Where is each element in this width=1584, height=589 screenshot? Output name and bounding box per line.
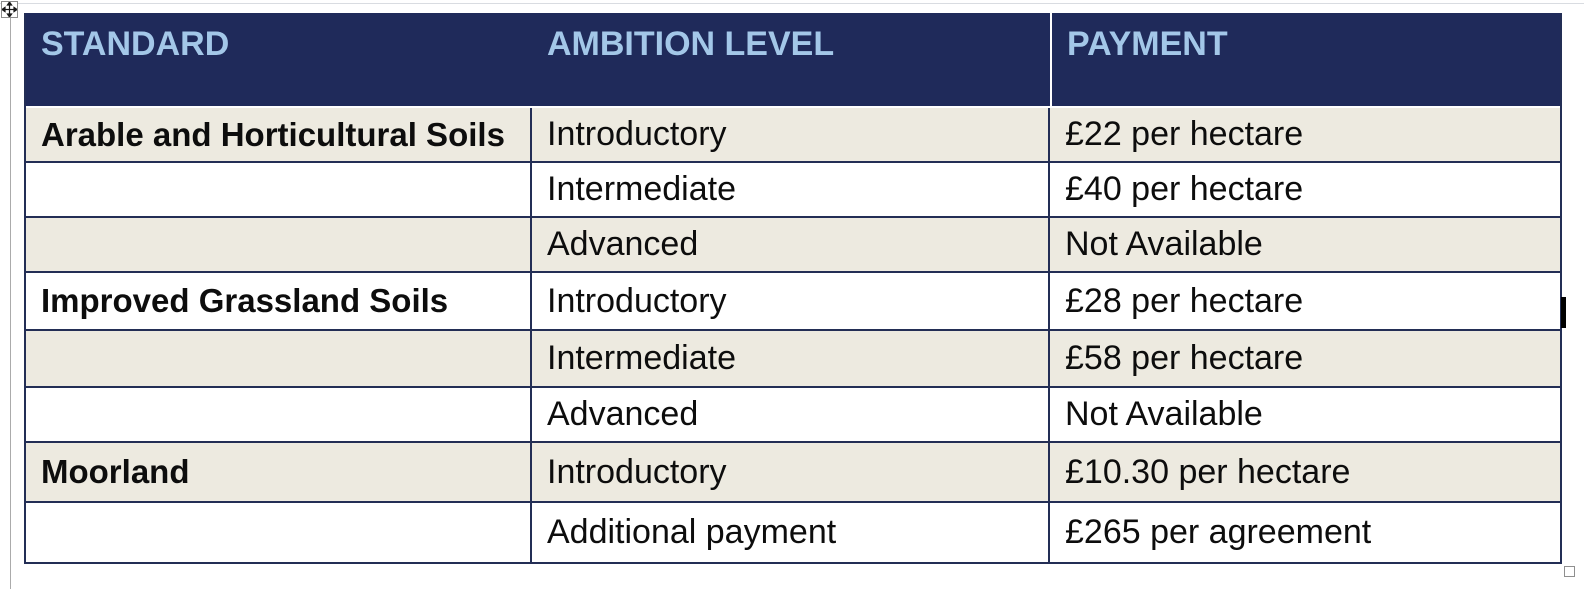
table-row: Moorland Introductory £10.30 per hectare	[26, 443, 1560, 503]
table-row: Intermediate £58 per hectare	[26, 331, 1560, 388]
payment-cell[interactable]: £10.30 per hectare	[1065, 452, 1351, 491]
standard-cell[interactable]	[26, 388, 532, 441]
move-cross-icon	[2, 2, 17, 17]
ambition-cell[interactable]: Introductory	[532, 108, 1050, 161]
standard-cell[interactable]: Arable and Horticultural Soils	[26, 108, 532, 161]
table-header-row: STANDARD AMBITION LEVEL PAYMENT	[26, 13, 1560, 108]
table-row: Advanced Not Available	[26, 218, 1560, 273]
ambition-cell[interactable]: Introductory	[532, 273, 1050, 329]
table-row: Intermediate £40 per hectare	[26, 163, 1560, 218]
payment-cell[interactable]: £58 per hectare	[1065, 339, 1304, 377]
payment-cell[interactable]: £40 per hectare	[1065, 170, 1304, 208]
header-standard[interactable]: STANDARD	[41, 25, 230, 63]
standard-cell[interactable]: Improved Grassland Soils	[26, 273, 532, 329]
table-row: Advanced Not Available	[26, 388, 1560, 443]
ambition-cell[interactable]: Introductory	[532, 443, 1050, 501]
standard-cell[interactable]	[26, 331, 532, 386]
standard-cell[interactable]	[26, 163, 532, 216]
table-row: Improved Grassland Soils Introductory £2…	[26, 273, 1560, 331]
standard-cell[interactable]	[26, 218, 532, 271]
standard-cell[interactable]	[26, 503, 532, 562]
payment-cell[interactable]: Not Available	[1065, 225, 1263, 263]
payment-cell[interactable]: £22 per hectare	[1065, 115, 1304, 153]
ambition-cell[interactable]: Advanced	[532, 388, 1050, 441]
header-ambition-level[interactable]: AMBITION LEVEL	[547, 25, 835, 63]
page-boundary-top	[0, 3, 1584, 4]
table-resize-handle[interactable]	[1564, 566, 1575, 577]
table-row: Additional payment £265 per agreement	[26, 503, 1560, 564]
payment-cell[interactable]: Not Available	[1065, 395, 1263, 433]
table-row: Arable and Horticultural Soils Introduct…	[26, 108, 1560, 163]
standard-cell[interactable]: Moorland	[26, 443, 532, 501]
ambition-cell[interactable]: Additional payment	[532, 503, 1050, 562]
payments-table: STANDARD AMBITION LEVEL PAYMENT Arable a…	[24, 13, 1562, 564]
table-move-handle[interactable]	[1, 1, 18, 18]
payment-cell[interactable]: £28 per hectare	[1065, 281, 1304, 320]
ambition-cell[interactable]: Advanced	[532, 218, 1050, 271]
text-cursor	[1561, 297, 1566, 328]
page-boundary-left	[10, 18, 11, 589]
ambition-cell[interactable]: Intermediate	[532, 163, 1050, 216]
ambition-cell[interactable]: Intermediate	[532, 331, 1050, 386]
header-payment[interactable]: PAYMENT	[1050, 13, 1560, 106]
payment-cell[interactable]: £265 per agreement	[1065, 513, 1372, 551]
